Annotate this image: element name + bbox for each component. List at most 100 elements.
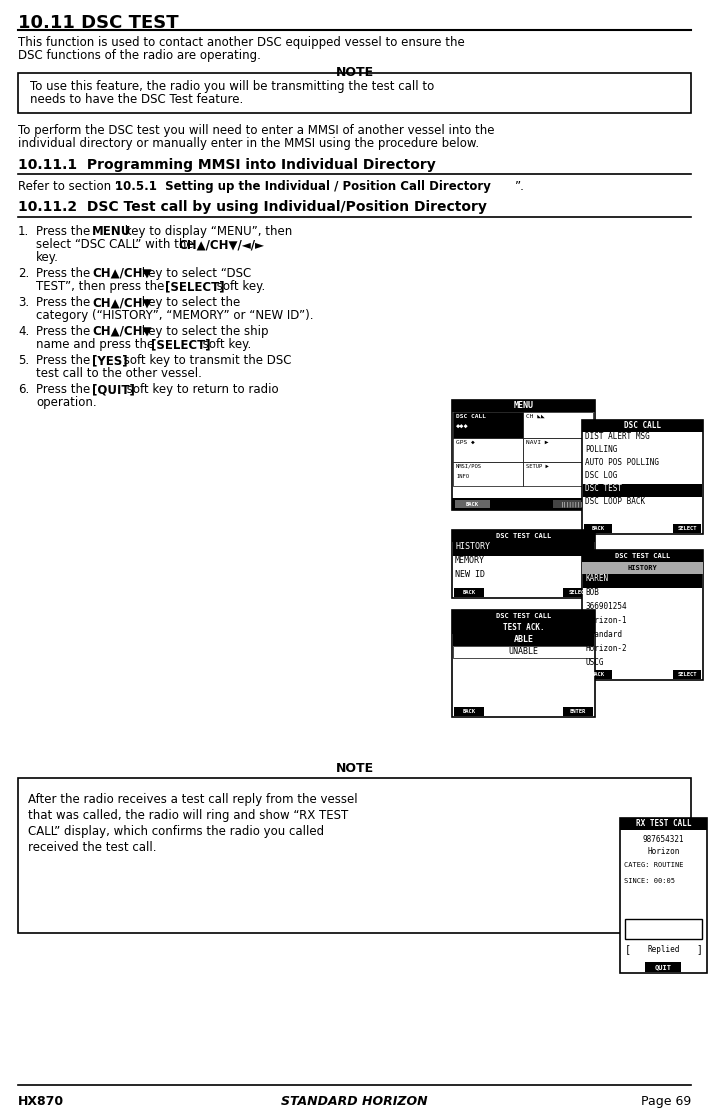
Text: SETUP ▶: SETUP ▶	[526, 464, 549, 469]
Text: ABLE: ABLE	[513, 636, 533, 645]
Text: 366901254: 366901254	[585, 602, 627, 611]
Text: key to select “DSC: key to select “DSC	[138, 267, 251, 280]
Text: soft key to transmit the DSC: soft key to transmit the DSC	[120, 354, 291, 367]
Text: CH▲/CH▼: CH▲/CH▼	[92, 296, 152, 309]
Bar	[645, 962, 681, 972]
Text: Press the: Press the	[36, 296, 94, 309]
Text: soft key to return to radio: soft key to return to radio	[123, 383, 279, 397]
Bar	[453, 542, 594, 556]
Text: HX870: HX870	[18, 1095, 64, 1108]
Bar	[523, 412, 593, 438]
Bar	[563, 707, 593, 716]
Text: DSC CALL: DSC CALL	[456, 414, 486, 419]
Text: Horizon-1: Horizon-1	[585, 615, 627, 626]
Bar	[452, 622, 595, 634]
Text: 4.: 4.	[18, 325, 29, 338]
Text: MMSI/POS: MMSI/POS	[456, 464, 482, 469]
Bar	[582, 420, 703, 432]
Text: DSC TEST CALL: DSC TEST CALL	[615, 553, 670, 558]
Bar	[582, 550, 703, 680]
Text: name and press the: name and press the	[36, 338, 158, 351]
Text: To perform the DSC test you will need to enter a MMSI of another vessel into the: To perform the DSC test you will need to…	[18, 124, 494, 137]
Text: [QUIT]: [QUIT]	[92, 383, 135, 397]
Text: DSC LOG: DSC LOG	[585, 471, 618, 480]
Bar	[453, 646, 594, 658]
Text: received the test call.: received the test call.	[28, 841, 157, 855]
Bar	[673, 524, 701, 533]
Text: ”.: ”.	[515, 180, 525, 193]
Bar	[452, 400, 595, 412]
Text: Page 69: Page 69	[641, 1095, 691, 1108]
Text: select “DSC CALL” with the: select “DSC CALL” with the	[36, 238, 197, 251]
Text: 1.: 1.	[18, 225, 29, 238]
Bar	[18, 779, 691, 933]
Text: ||||||||: ||||||||	[561, 502, 584, 507]
Text: BACK: BACK	[466, 502, 479, 506]
Text: HISTORY: HISTORY	[627, 565, 657, 571]
Bar	[620, 818, 707, 830]
Text: individual directory or manually enter in the MMSI using the procedure below.: individual directory or manually enter i…	[18, 137, 479, 150]
Text: category (“HISTORY”, “MEMORY” or “NEW ID”).: category (“HISTORY”, “MEMORY” or “NEW ID…	[36, 309, 313, 322]
Bar	[563, 588, 593, 596]
Text: After the radio receives a test call reply from the vessel: After the radio receives a test call rep…	[28, 793, 357, 806]
Text: SELECT: SELECT	[568, 590, 588, 595]
Text: NOTE: NOTE	[335, 66, 374, 79]
Bar	[625, 919, 702, 939]
Text: 5.: 5.	[18, 354, 29, 367]
Bar	[452, 529, 595, 598]
Text: 3.: 3.	[18, 296, 29, 309]
Text: ENTER: ENTER	[570, 709, 586, 714]
Text: STANDARD HORIZON: STANDARD HORIZON	[281, 1095, 428, 1108]
Text: 987654321: 987654321	[642, 836, 684, 844]
Text: QUIT: QUIT	[654, 964, 671, 970]
Bar	[454, 588, 484, 596]
Bar	[452, 610, 595, 717]
Text: NOTE: NOTE	[335, 762, 374, 775]
Text: SINCE: 00:05: SINCE: 00:05	[624, 878, 675, 884]
Text: that was called, the radio will ring and show “RX TEST: that was called, the radio will ring and…	[28, 809, 348, 822]
Text: CALL” display, which confirms the radio you called: CALL” display, which confirms the radio …	[28, 825, 324, 838]
Bar	[673, 670, 701, 679]
Text: DSC TEST: DSC TEST	[585, 484, 622, 493]
Bar	[18, 73, 691, 113]
Text: HISTORY: HISTORY	[455, 542, 490, 551]
Text: MEMORY: MEMORY	[455, 556, 485, 565]
Text: MENU: MENU	[513, 401, 533, 411]
Text: DSC functions of the radio are operating.: DSC functions of the radio are operating…	[18, 49, 261, 63]
Text: POLLING: POLLING	[585, 445, 618, 454]
Text: BACK: BACK	[462, 590, 476, 595]
Text: Press the: Press the	[36, 325, 94, 338]
Text: BACK: BACK	[591, 526, 605, 531]
Bar	[523, 462, 593, 486]
Text: SELECT: SELECT	[677, 526, 697, 531]
Text: SELECT: SELECT	[677, 672, 697, 677]
Bar	[453, 462, 523, 486]
Text: DSC CALL: DSC CALL	[624, 421, 661, 430]
Bar	[523, 438, 593, 462]
Text: Standard: Standard	[585, 630, 622, 639]
Text: operation.: operation.	[36, 397, 96, 409]
Text: 2.: 2.	[18, 267, 29, 280]
Text: 10.11.2  DSC Test call by using Individual/Position Directory: 10.11.2 DSC Test call by using Individua…	[18, 200, 487, 214]
Text: [: [	[625, 944, 631, 954]
Bar	[453, 438, 523, 462]
Text: DSC LOOP BACK: DSC LOOP BACK	[585, 497, 645, 506]
Bar	[452, 610, 595, 622]
Text: To use this feature, the radio you will be transmitting the test call to: To use this feature, the radio you will …	[30, 80, 434, 93]
Text: INFO: INFO	[456, 474, 469, 479]
Text: Press the: Press the	[36, 225, 94, 238]
Text: BACK: BACK	[591, 672, 605, 677]
Text: RX TEST CALL: RX TEST CALL	[636, 820, 691, 829]
Bar	[452, 529, 595, 542]
Text: test call to the other vessel.: test call to the other vessel.	[36, 367, 202, 380]
Text: UNABLE: UNABLE	[508, 648, 539, 657]
Text: key to select the ship: key to select the ship	[138, 325, 269, 338]
Text: TEST”, then press the: TEST”, then press the	[36, 280, 168, 293]
Text: Press the: Press the	[36, 267, 94, 280]
Text: NEW ID: NEW ID	[455, 570, 485, 579]
Text: soft key.: soft key.	[199, 338, 251, 351]
Text: [SELECT]: [SELECT]	[165, 280, 225, 293]
Text: Press the: Press the	[36, 354, 94, 367]
Bar	[582, 562, 703, 574]
Bar	[453, 412, 523, 438]
